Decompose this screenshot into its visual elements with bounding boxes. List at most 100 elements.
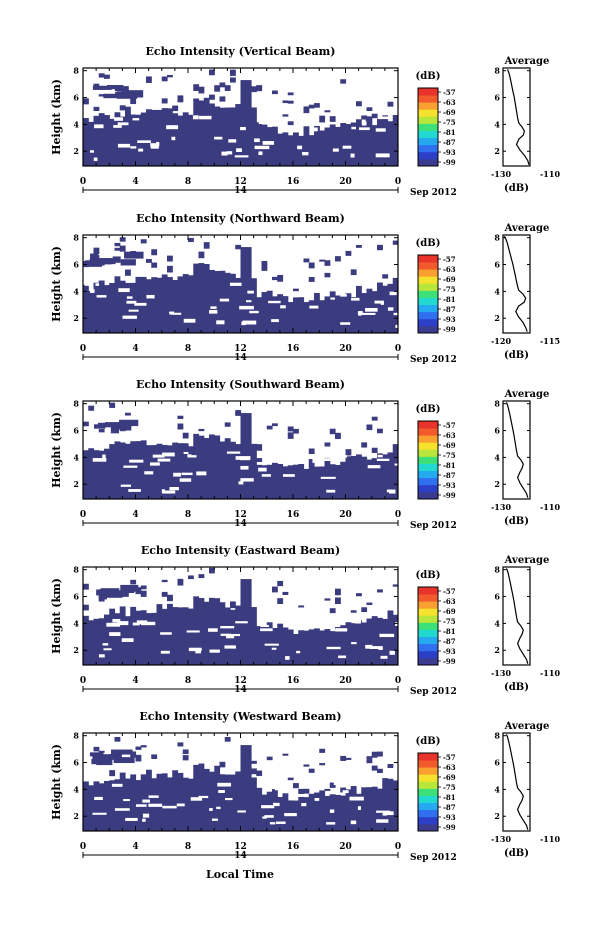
echo-cell xyxy=(114,242,121,247)
echo-cell xyxy=(114,441,121,499)
echo-cell xyxy=(277,274,284,282)
echo-cell xyxy=(256,85,263,92)
echo-cell xyxy=(319,790,326,831)
gap-cell xyxy=(90,150,94,153)
echo-cell xyxy=(272,126,278,166)
colorbar-tick-label: -75 xyxy=(443,451,456,460)
echo-cell xyxy=(308,768,315,773)
profile-y-tick-label: 8 xyxy=(494,233,500,243)
profile-title: Average xyxy=(504,223,550,234)
echo-cell xyxy=(293,464,299,499)
echo-cell xyxy=(340,625,347,665)
echo-cell xyxy=(314,292,320,333)
gap-cell xyxy=(220,633,231,636)
profile-y-tick-label: 6 xyxy=(494,592,500,602)
gap-cell xyxy=(129,459,144,463)
echo-cell xyxy=(382,454,389,499)
y-tick-label: 8 xyxy=(73,399,79,409)
colorbar-tick-label: -57 xyxy=(443,753,456,762)
gap-cell xyxy=(258,151,263,156)
y-tick-label: 4 xyxy=(73,119,79,129)
echo-cell xyxy=(287,426,294,432)
echo-cell xyxy=(287,777,294,781)
gap-cell xyxy=(113,125,122,128)
gap-cell xyxy=(302,616,312,620)
colorbar-tick-label: -69 xyxy=(443,773,456,782)
profile-x-tick-label: -110 xyxy=(540,668,560,678)
heatmap xyxy=(83,69,398,166)
echo-cell xyxy=(104,614,110,665)
gap-cell xyxy=(240,465,249,470)
echo-cell xyxy=(293,633,299,665)
echo-cell xyxy=(119,280,126,333)
echo-cell xyxy=(340,461,347,499)
echo-cell xyxy=(177,276,184,333)
gap-cell xyxy=(249,310,259,314)
colorbar-swatch xyxy=(418,753,438,761)
gap-cell xyxy=(389,489,396,494)
echo-cell xyxy=(324,260,331,266)
echo-cell xyxy=(382,274,389,279)
gap-cell xyxy=(395,324,398,328)
echo-cell xyxy=(177,742,184,747)
gap-cell xyxy=(377,116,393,120)
echo-cell xyxy=(266,622,273,665)
colorbar-swatch xyxy=(418,262,438,270)
gap-cell xyxy=(378,647,383,650)
echo-cell xyxy=(188,575,194,580)
gap-cell xyxy=(329,809,335,813)
echo-cell xyxy=(98,94,105,97)
profile-y-tick-label: 8 xyxy=(494,399,500,409)
colorbar-swatch xyxy=(418,463,438,472)
echo-cell xyxy=(98,750,105,753)
echo-cell xyxy=(350,269,357,276)
echo-cell xyxy=(371,416,378,421)
colorbar-swatch xyxy=(418,88,438,96)
echo-cell xyxy=(83,284,89,333)
echo-cell xyxy=(371,125,378,166)
echo-cell xyxy=(303,106,310,114)
gap-cell xyxy=(214,136,223,140)
gap-cell xyxy=(397,115,398,118)
echo-cell xyxy=(272,90,278,95)
profile-y-tick-label: 4 xyxy=(494,618,500,628)
gap-cell xyxy=(379,633,395,638)
echo-cell xyxy=(182,432,189,439)
gap-cell xyxy=(333,781,343,786)
colorbar-swatch xyxy=(418,456,438,464)
gap-cell xyxy=(152,454,165,458)
echo-cell xyxy=(382,115,389,166)
colorbar-swatch xyxy=(418,109,438,117)
colorbar-swatch xyxy=(418,802,438,811)
gap-cell xyxy=(338,655,347,659)
echo-cell xyxy=(140,239,147,244)
date-suffix-label: Sep 2012 xyxy=(410,853,457,863)
echo-cell xyxy=(371,765,378,771)
echo-cell xyxy=(314,792,320,798)
y-axis-label: Height (km) xyxy=(50,412,63,488)
colorbar-unit: (dB) xyxy=(416,404,441,415)
profile-title: Average xyxy=(504,56,550,67)
gap-cell xyxy=(342,145,352,149)
colorbar-swatch xyxy=(418,297,438,306)
echo-cell xyxy=(272,789,278,831)
gap-cell xyxy=(351,642,357,645)
echo-cell xyxy=(308,448,315,454)
gap-cell xyxy=(220,626,235,629)
x-tick-label: 8 xyxy=(185,842,191,852)
echo-cell xyxy=(209,771,215,831)
echo-cell xyxy=(98,618,105,665)
gap-cell xyxy=(162,452,175,457)
echo-cell xyxy=(387,610,394,665)
profile-y-tick-label: 4 xyxy=(494,784,500,794)
x-tick-label: 20 xyxy=(339,842,352,852)
colorbar-tick-label: -63 xyxy=(443,98,456,107)
profile-y-tick-label: 8 xyxy=(494,731,500,741)
echo-cell xyxy=(345,124,352,166)
x-tick-label: 12 xyxy=(234,842,247,852)
echo-cell xyxy=(182,443,189,499)
gap-cell xyxy=(183,451,189,454)
gap-cell xyxy=(137,140,151,143)
echo-cell xyxy=(130,774,137,831)
colorbar-tick-label: -63 xyxy=(443,597,456,606)
